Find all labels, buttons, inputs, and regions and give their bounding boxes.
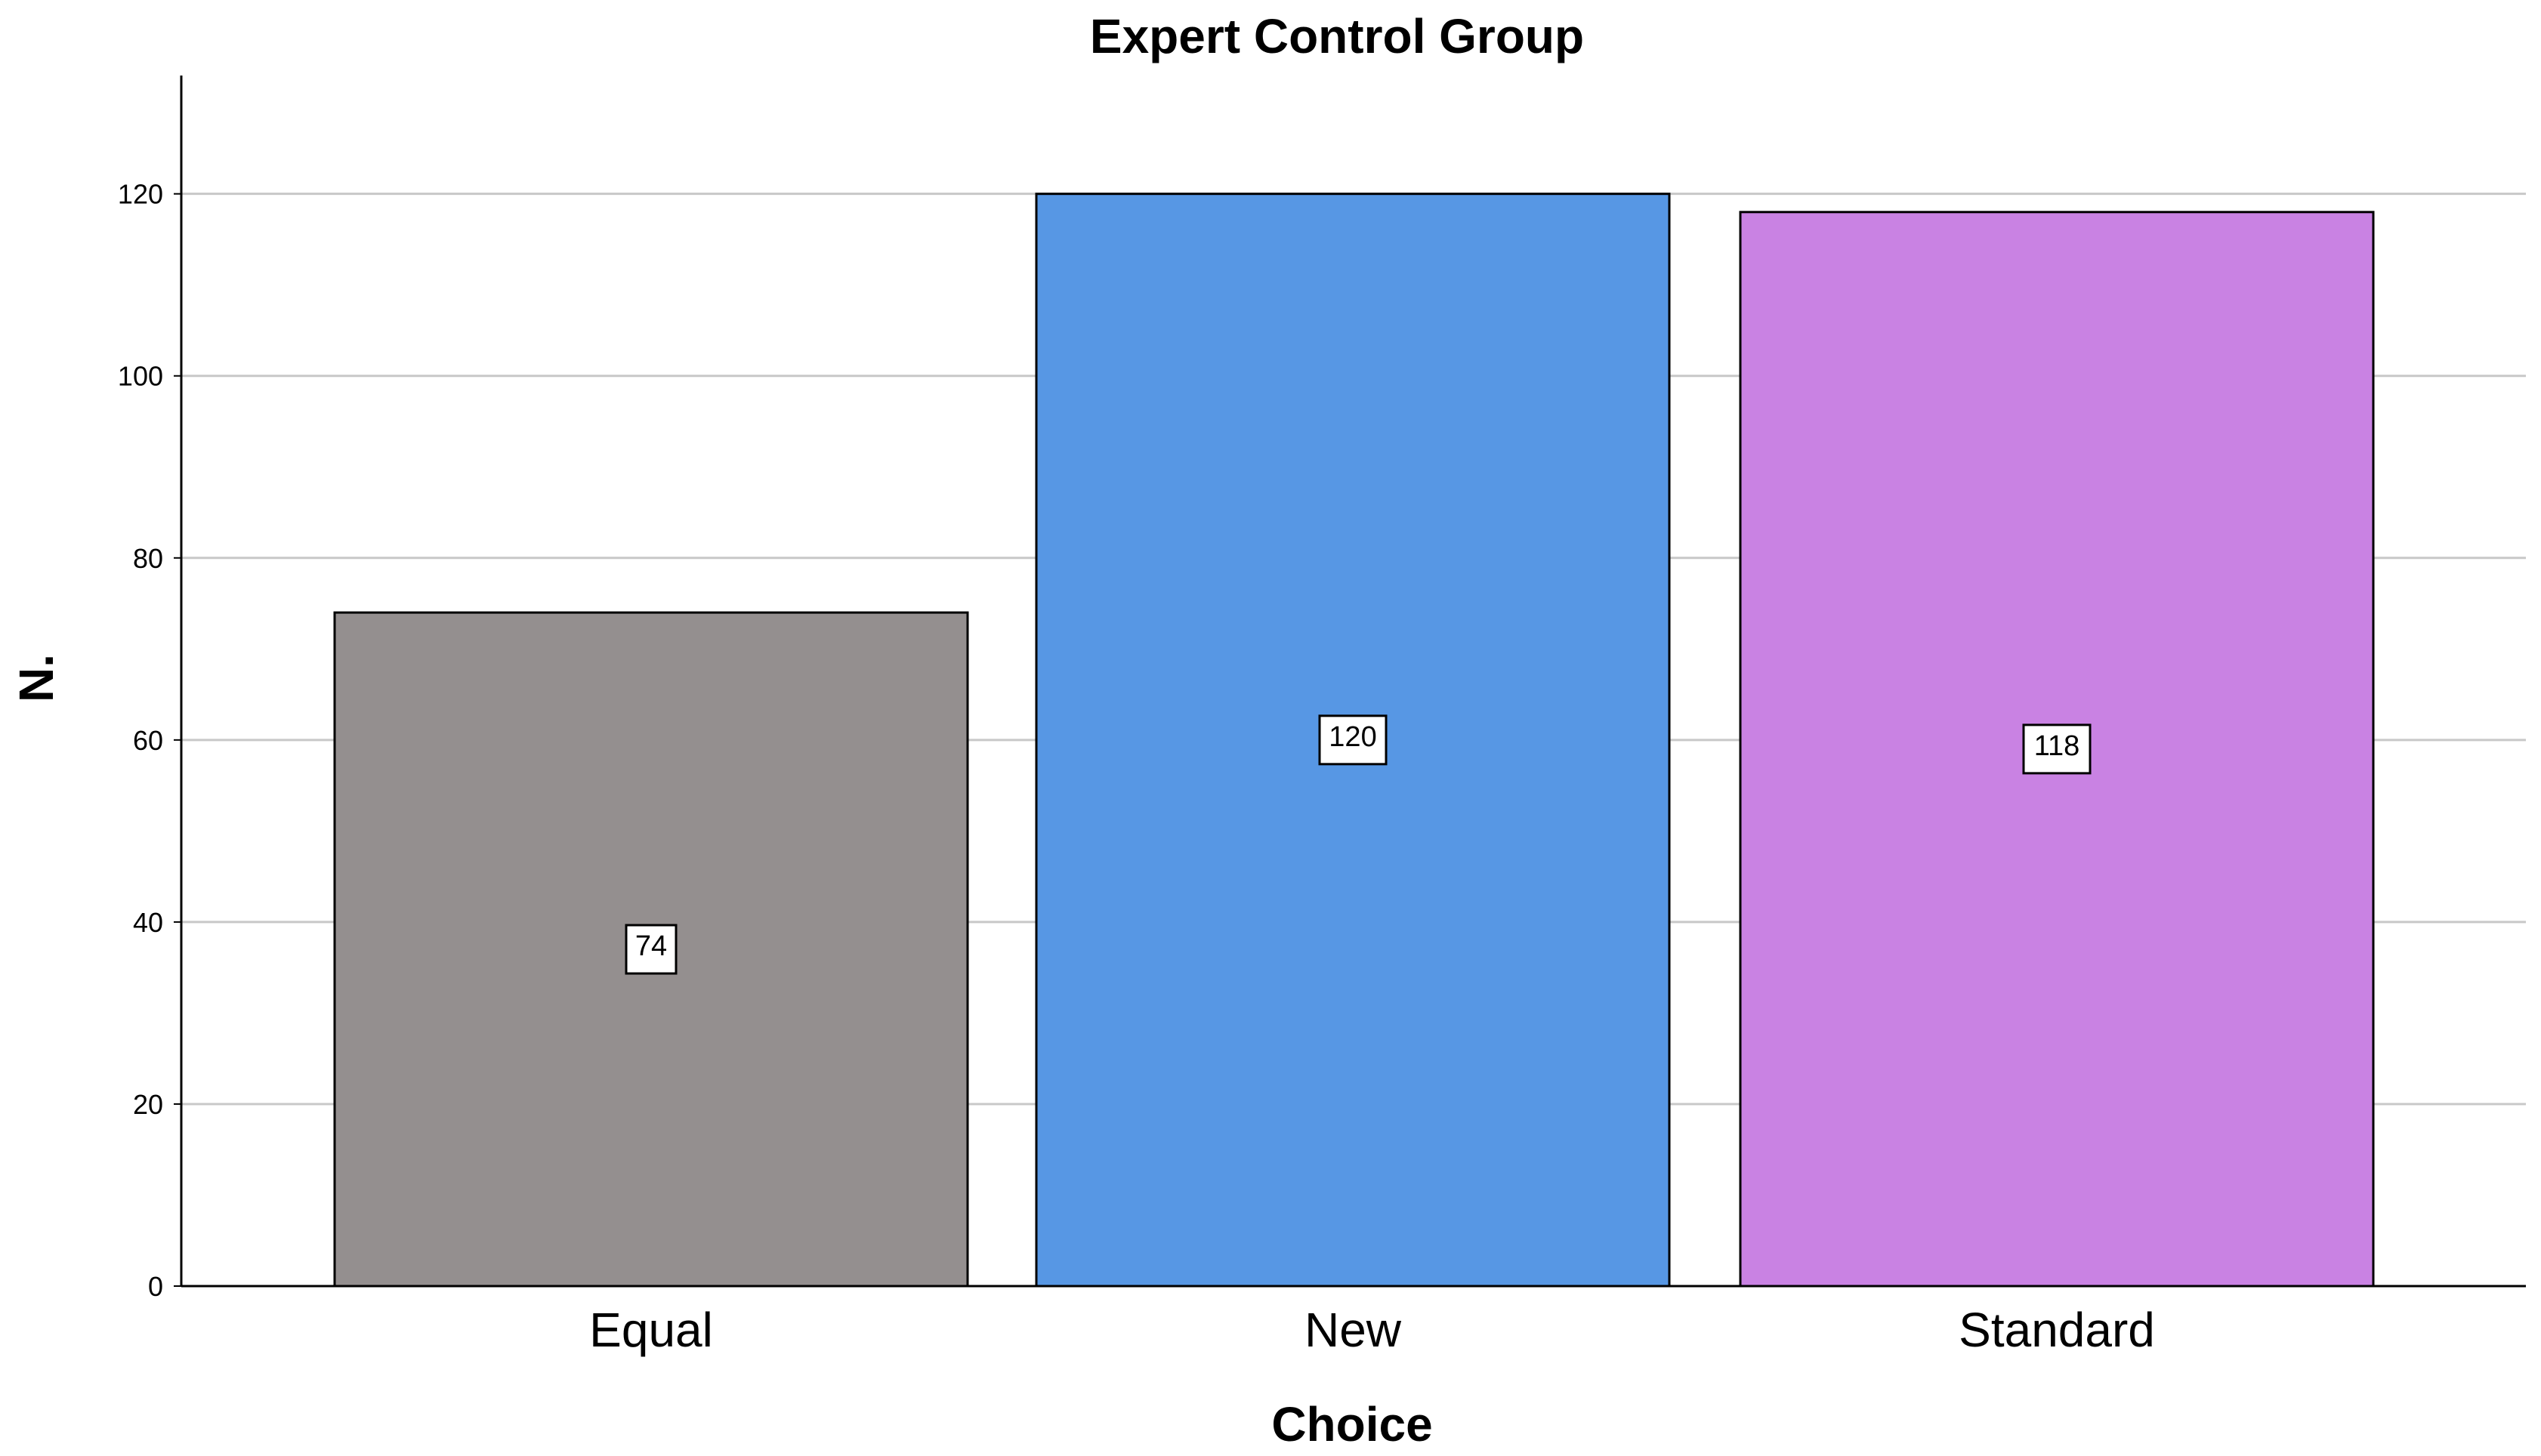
x-axis-title: Choice: [1271, 1397, 1432, 1451]
y-axis-ticks: 0 20 40 60 80 100 120: [118, 179, 181, 1302]
y-tick-label: 40: [133, 907, 163, 938]
chart-title: Expert Control Group: [1090, 9, 1584, 63]
y-tick-label: 60: [133, 725, 163, 756]
y-tick-label: 120: [118, 179, 163, 210]
axes: [180, 76, 2526, 1288]
x-tick-label: Equal: [589, 1303, 713, 1357]
data-label: 120: [1329, 721, 1376, 753]
data-label: 74: [635, 930, 667, 962]
y-tick-label: 0: [148, 1271, 163, 1302]
x-tick-label: Standard: [1959, 1303, 2155, 1357]
y-axis-title: N.: [9, 654, 63, 702]
data-label-box: [2022, 723, 2092, 775]
x-axis-ticks: Equal New Standard: [589, 1303, 2155, 1357]
y-tick-label: 80: [133, 543, 163, 574]
x-tick-label: New: [1304, 1303, 1402, 1357]
data-label-box: [1318, 714, 1388, 766]
data-labels: 74 120 118: [625, 714, 2092, 975]
data-label: 118: [2034, 730, 2080, 762]
data-label-box: [625, 924, 678, 975]
y-tick-label: 100: [118, 361, 163, 392]
y-tick-label: 20: [133, 1089, 163, 1120]
